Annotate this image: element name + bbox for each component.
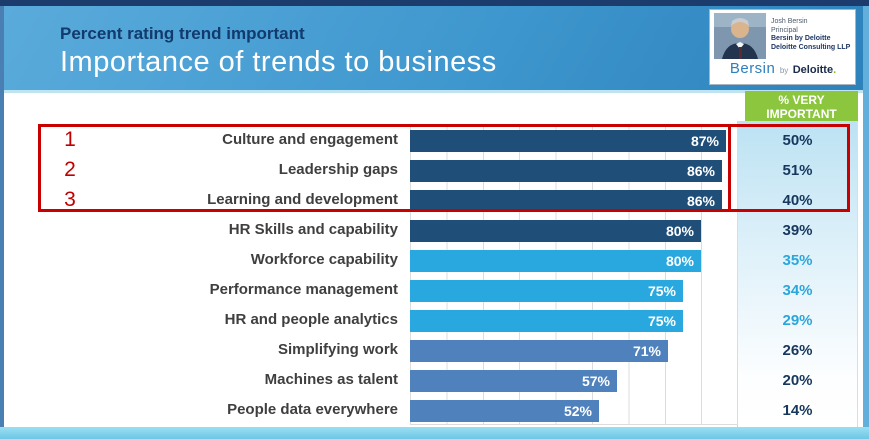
frame-left-strip: [0, 6, 4, 427]
row-label: Culture and engagement: [222, 131, 398, 148]
row-label: Performance management: [209, 281, 398, 298]
chart-row: Culture and engagement 87% 50%: [0, 126, 869, 156]
badge-company-1: Bersin by Deloitte: [771, 35, 831, 42]
row-label: HR Skills and capability: [228, 221, 398, 238]
very-value: 20%: [782, 372, 813, 389]
bar-chart: Culture and engagement 87% 50% Leadershi…: [0, 126, 869, 426]
chart-row: Simplifying work 71% 26%: [0, 336, 869, 366]
chart-row: Learning and development 86% 40%: [0, 186, 869, 216]
bar: 75%: [410, 280, 683, 302]
bar: 86%: [410, 190, 722, 212]
bar-value: 86%: [686, 163, 715, 179]
bar: 75%: [410, 310, 683, 332]
bar-value: 71%: [632, 343, 661, 359]
very-value: 34%: [782, 282, 813, 299]
frame-right-strip: [863, 6, 869, 427]
row-label: Machines as talent: [264, 371, 398, 388]
row-label: HR and people analytics: [224, 311, 398, 328]
bar-value: 86%: [686, 193, 715, 209]
bar-value: 75%: [647, 283, 676, 299]
badge-company-2: Deloitte Consulting LLP: [771, 43, 851, 51]
bar: 71%: [410, 340, 668, 362]
very-value: 26%: [782, 342, 813, 359]
chart-row: Leadership gaps 86% 51%: [0, 156, 869, 186]
very-value: 29%: [782, 312, 813, 329]
very-value: 14%: [782, 402, 813, 419]
logo-deloitte-dot: .: [833, 64, 837, 76]
bar-value: 80%: [665, 253, 694, 269]
bar-value: 52%: [563, 403, 592, 419]
logo-by: by: [779, 66, 789, 75]
very-value: 39%: [782, 222, 813, 239]
bar: 52%: [410, 400, 599, 422]
bar: 57%: [410, 370, 617, 392]
very-value: 51%: [782, 162, 813, 179]
chart-row: People data everywhere 52% 14%: [0, 396, 869, 426]
josh-bersin-photo: [714, 13, 766, 59]
bar: 80%: [410, 250, 701, 272]
slide-title: Importance of trends to business: [60, 46, 497, 78]
row-label: Leadership gaps: [278, 161, 398, 178]
bar: 80%: [410, 220, 701, 242]
very-value: 35%: [782, 252, 813, 269]
bar: 87%: [410, 130, 726, 152]
row-label: Learning and development: [207, 191, 398, 208]
badge-person-name: Josh Bersin: [771, 18, 808, 25]
bersin-by-deloitte-logo: Bersin by Deloitte.: [714, 60, 852, 78]
frame-bottom-band: [0, 427, 869, 439]
badge-person-title: Principal: [771, 26, 798, 34]
chart-row: HR and people analytics 75% 29%: [0, 306, 869, 336]
chart-row: Performance management 75% 34%: [0, 276, 869, 306]
annotation-rank-3: 3: [64, 188, 76, 211]
chart-row: Workforce capability 80% 35%: [0, 246, 869, 276]
very-important-column-header: % VERY IMPORTANT: [745, 91, 858, 121]
logo-bersin: Bersin: [729, 60, 776, 77]
row-label: People data everywhere: [227, 401, 398, 418]
annotation-divider-line: [728, 124, 731, 212]
annotation-rank-1: 1: [64, 128, 76, 151]
chart-row: Machines as talent 57% 20%: [0, 366, 869, 396]
logo-deloitte: Deloitte: [792, 64, 834, 76]
bersin-badge: Josh Bersin Principal Bersin by Deloitte…: [709, 9, 856, 85]
frame-top-bar: [0, 0, 869, 6]
bar-value: 87%: [690, 133, 719, 149]
bar-value: 80%: [665, 223, 694, 239]
very-important-header-line2: IMPORTANT: [766, 107, 837, 121]
very-important-column-background: [737, 121, 858, 427]
bar: 86%: [410, 160, 722, 182]
chart-row: HR Skills and capability 80% 39%: [0, 216, 869, 246]
very-important-header-line1: % VERY: [778, 93, 825, 107]
very-value: 40%: [782, 192, 813, 209]
very-value: 50%: [782, 132, 813, 149]
badge-text-block: Josh Bersin Principal Bersin by Deloitte…: [771, 13, 850, 59]
annotation-rank-2: 2: [64, 158, 76, 181]
bar-value: 57%: [581, 373, 610, 389]
annotation-rectangle: [38, 124, 850, 212]
slide-subtitle: Percent rating trend important: [60, 24, 305, 43]
row-label: Workforce capability: [250, 251, 398, 268]
bar-value: 75%: [647, 313, 676, 329]
row-label: Simplifying work: [277, 341, 398, 358]
badge-top: Josh Bersin Principal Bersin by Deloitte…: [714, 13, 852, 59]
